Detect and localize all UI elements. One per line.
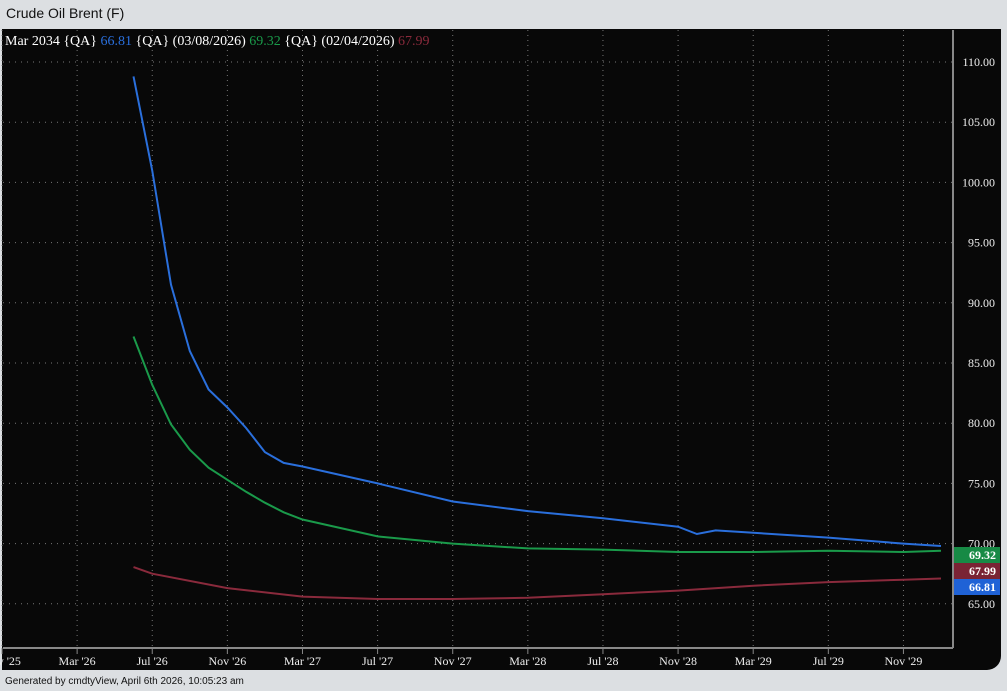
chart-area [2, 29, 1001, 670]
window-title: Crude Oil Brent (F) [6, 5, 125, 21]
y-tick-label: 75.00 [968, 476, 995, 490]
x-tick-label: Nov '29 [885, 654, 923, 668]
x-tick-label: Jul '29 [813, 654, 844, 668]
legend-s3-value: 67.99 [398, 34, 430, 49]
y-tick-label: 110.00 [962, 55, 995, 69]
legend-s1-value: 66.81 [100, 34, 133, 49]
x-tick-label: Mar '29 [735, 654, 772, 668]
x-tick-label: Jul '28 [587, 654, 618, 668]
last-value-badge [954, 563, 1000, 579]
y-tick-label: 95.00 [968, 236, 995, 250]
y-tick-label: 105.00 [962, 115, 995, 129]
y-tick-label: 100.00 [962, 175, 995, 189]
chart-legend: Mar 2034 {QA} 66.81 {QA} (03/08/2026) 69… [5, 34, 430, 50]
x-tick-label: Nov '28 [659, 654, 697, 668]
footer-note: Generated by cmdtyView, April 6th 2026, … [5, 676, 244, 687]
legend-s1-label: {QA} [63, 34, 97, 49]
series-line-1 [132, 76, 942, 547]
y-tick-label: 65.00 [968, 597, 995, 611]
x-tick-label: Nov '25 [0, 654, 21, 668]
x-tick-label: Jul '26 [137, 654, 168, 668]
x-tick-label: Nov '26 [208, 654, 246, 668]
last-value-label: 66.81 [969, 580, 996, 594]
y-tick-label: 80.00 [968, 416, 995, 430]
legend-s3-label: {QA} (02/04/2026) [284, 34, 395, 49]
legend-s2-label: {QA} (03/08/2026) [135, 34, 246, 49]
x-tick-label: Mar '28 [509, 654, 546, 668]
legend-s2-value: 69.32 [249, 34, 281, 49]
x-tick-label: Mar '26 [59, 654, 96, 668]
y-tick-label: 90.00 [968, 296, 995, 310]
legend-contract: Mar 2034 [5, 34, 60, 49]
last-value-badge [954, 579, 1000, 595]
x-tick-label: Mar '27 [284, 654, 321, 668]
y-tick-label: 85.00 [968, 356, 995, 370]
x-tick-label: Jul '27 [362, 654, 393, 668]
series-line-2 [132, 336, 942, 554]
last-value-label: 69.32 [969, 548, 996, 562]
series-line-3 [133, 566, 942, 600]
last-value-label: 67.99 [969, 564, 996, 578]
x-tick-label: Nov '27 [434, 654, 472, 668]
last-value-badge [954, 547, 1000, 563]
